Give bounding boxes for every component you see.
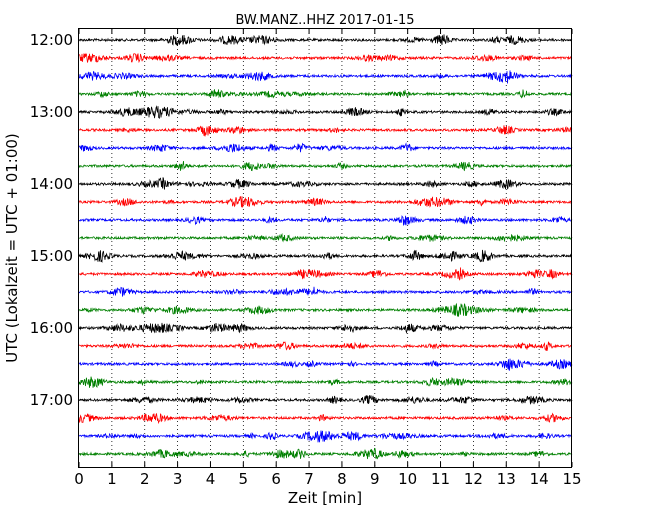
trace-1345 bbox=[78, 161, 573, 172]
trace-1545 bbox=[78, 302, 573, 317]
trace-1245 bbox=[78, 89, 573, 99]
trace-1700 bbox=[78, 395, 573, 405]
trace-1515 bbox=[78, 267, 573, 281]
trace-1230 bbox=[78, 70, 573, 84]
x-tick-label: 11 bbox=[431, 470, 450, 488]
x-tick-label: 3 bbox=[173, 470, 183, 488]
x-tick-label: 14 bbox=[530, 470, 549, 488]
chart-title: BW.MANZ..HHZ 2017-01-15 bbox=[235, 13, 414, 28]
x-tick-label: 1 bbox=[107, 470, 117, 488]
trace-1715 bbox=[78, 412, 573, 425]
y-tick-label: 15:00 bbox=[30, 247, 73, 265]
y-tick-label: 13:00 bbox=[30, 103, 73, 121]
trace-1415 bbox=[78, 196, 573, 208]
y-axis-label: UTC (Lokalzeit = UTC + 01:00) bbox=[3, 133, 21, 363]
trace-1500 bbox=[78, 249, 573, 263]
trace-1630 bbox=[78, 358, 573, 371]
y-tick-label: 12:00 bbox=[30, 31, 73, 49]
x-tick-label: 6 bbox=[271, 470, 281, 488]
trace-1215 bbox=[78, 52, 573, 64]
x-tick-label: 9 bbox=[370, 470, 380, 488]
plot-frame bbox=[78, 28, 572, 468]
x-axis-ticks: 0 1 2 3 4 5 6 7 8 9 10 11 12 13 14 15 bbox=[74, 29, 582, 488]
trace-1400 bbox=[78, 177, 573, 190]
x-tick-label: 0 bbox=[74, 470, 84, 488]
trace-1445 bbox=[78, 233, 573, 243]
trace-1745 bbox=[78, 447, 573, 460]
y-tick-label: 14:00 bbox=[30, 175, 73, 193]
trace-1430 bbox=[78, 215, 573, 226]
x-tick-label: 4 bbox=[206, 470, 216, 488]
y-tick-label: 17:00 bbox=[30, 391, 73, 409]
seismic-traces bbox=[78, 34, 573, 460]
x-tick-label: 15 bbox=[562, 470, 581, 488]
x-tick-label: 12 bbox=[464, 470, 483, 488]
trace-1730 bbox=[78, 430, 573, 443]
trace-1615 bbox=[78, 341, 573, 352]
x-tick-label: 2 bbox=[140, 470, 150, 488]
trace-1200 bbox=[78, 34, 573, 46]
trace-1645 bbox=[78, 376, 573, 389]
x-tick-label: 5 bbox=[239, 470, 249, 488]
trace-1315 bbox=[78, 125, 573, 137]
trace-1300 bbox=[78, 105, 573, 119]
x-tick-label: 8 bbox=[337, 470, 347, 488]
x-axis-label: Zeit [min] bbox=[288, 489, 362, 507]
trace-1600 bbox=[78, 322, 573, 335]
trace-1330 bbox=[78, 142, 573, 153]
x-tick-label: 7 bbox=[304, 470, 314, 488]
y-tick-label: 16:00 bbox=[30, 319, 73, 337]
trace-1530 bbox=[79, 286, 573, 297]
x-tick-label: 13 bbox=[497, 470, 516, 488]
x-tick-label: 10 bbox=[398, 470, 417, 488]
y-axis-ticks: 12:00 13:00 14:00 15:00 16:00 17:00 bbox=[30, 31, 572, 409]
